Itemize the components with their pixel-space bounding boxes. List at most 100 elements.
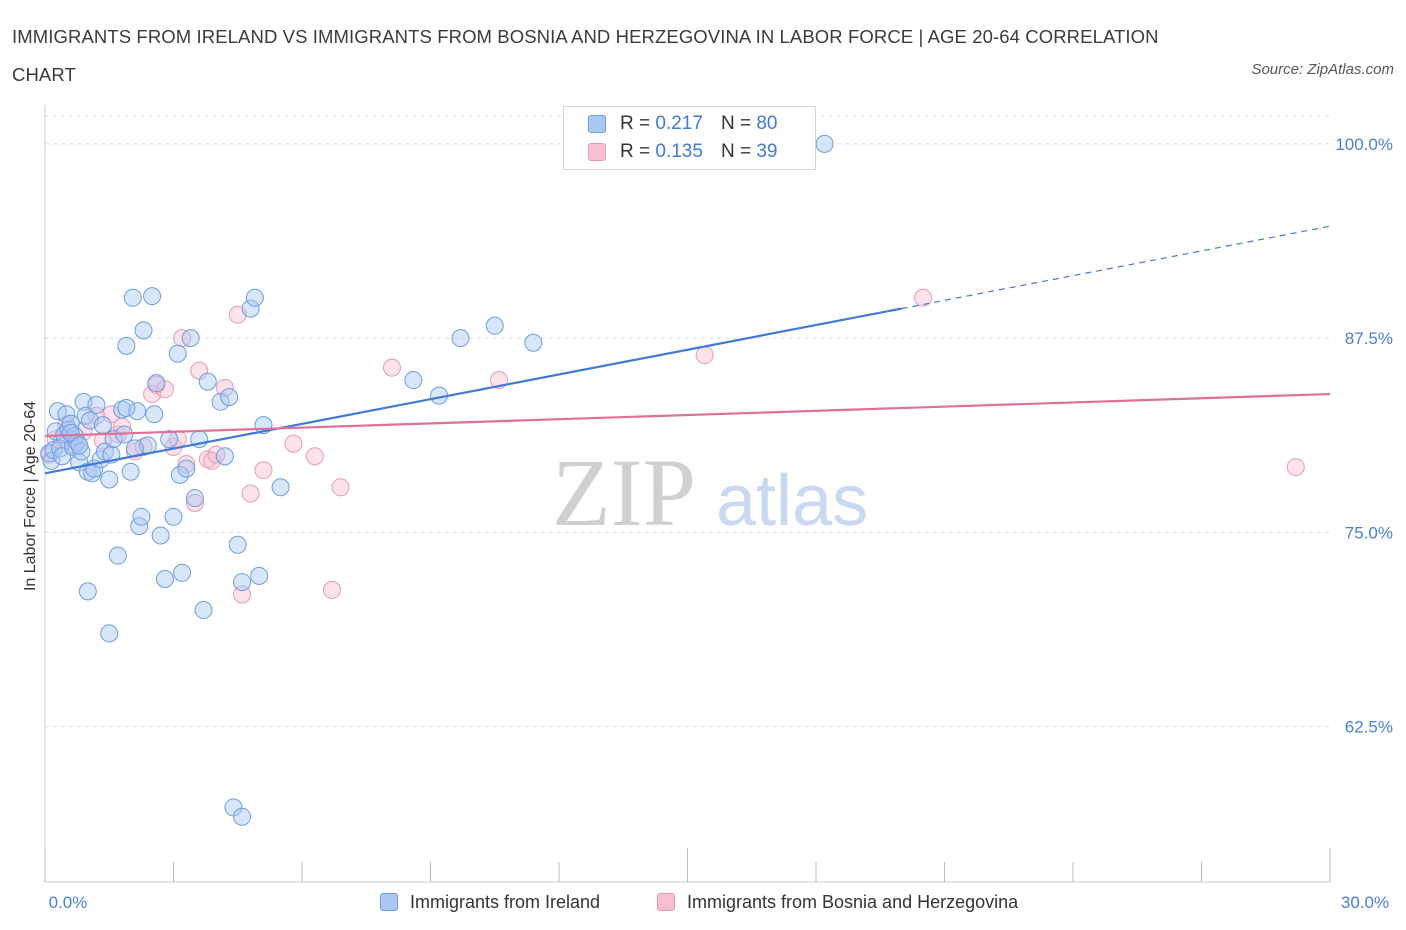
point-ireland: [108, 546, 127, 565]
point-bosnia: [215, 378, 234, 397]
point-ireland: [143, 287, 162, 306]
point-ireland: [271, 478, 290, 497]
legend-r-value-ireland: 0.217: [655, 113, 703, 134]
legend: R = 0.217 N = 80 R = 0.135 N = 39: [563, 106, 816, 170]
point-bosnia: [284, 434, 303, 453]
y-tick-label: 87.5%: [1345, 329, 1393, 348]
watermark-atlas: atlas: [716, 461, 868, 541]
tick-labels: 62.5% 75.0% 87.5% 100.0% 0.0% 30.0%: [49, 135, 1393, 912]
point-ireland: [485, 316, 504, 335]
legend-n-value-bosnia: 39: [756, 141, 778, 162]
bottom-legend-bosnia: Immigrants from Bosnia and Herzegovina: [657, 889, 1018, 915]
point-ireland: [100, 470, 119, 489]
legend-n-label: N =: [720, 141, 752, 162]
legend-n-label: N =: [720, 113, 752, 134]
point-bosnia: [185, 493, 204, 512]
point-bosnia: [305, 447, 324, 466]
point-ireland: [70, 436, 89, 455]
point-ireland: [145, 405, 164, 424]
point-ireland: [100, 624, 119, 643]
point-ireland: [173, 563, 192, 582]
point-bosnia: [695, 346, 714, 365]
point-bosnia: [241, 484, 260, 503]
chart-source: Source: ZipAtlas.com: [1251, 61, 1394, 78]
point-ireland: [198, 372, 217, 391]
legend-r-label: R =: [620, 141, 651, 162]
point-ireland: [168, 344, 187, 363]
point-ireland: [93, 416, 112, 435]
point-ireland: [128, 402, 147, 421]
point-ireland: [815, 134, 834, 153]
y-tick-label: 75.0%: [1345, 523, 1393, 542]
point-ireland: [117, 336, 136, 355]
point-ireland: [121, 462, 140, 481]
bottom-legend-ireland: Immigrants from Ireland: [380, 889, 600, 915]
point-bosnia: [331, 478, 350, 497]
point-ireland: [42, 451, 61, 470]
axes: [44, 105, 1331, 883]
trend-lines: [44, 225, 1331, 475]
point-ireland: [211, 392, 230, 411]
point-bosnia: [914, 288, 933, 307]
point-ireland: [177, 459, 196, 478]
watermark-zip: ZIP: [552, 439, 696, 546]
point-ireland: [87, 395, 106, 414]
y-axis-label: In Labor Force | Age 20-64: [22, 401, 39, 591]
point-bosnia: [177, 454, 196, 473]
point-bosnia: [254, 461, 273, 480]
legend-row-bosnia: R = 0.135 N = 39: [588, 140, 777, 164]
point-ireland: [164, 507, 183, 526]
point-ireland: [215, 447, 234, 466]
legend-r-value-bosnia: 0.135: [655, 141, 703, 162]
point-ireland: [78, 582, 97, 601]
point-ireland: [147, 374, 166, 393]
y-tick-label: 62.5%: [1345, 718, 1393, 737]
bottom-legend-label-bosnia: Immigrants from Bosnia and Herzegovina: [687, 891, 1019, 912]
legend-swatch-bosnia: [588, 143, 606, 161]
legend-row-ireland: R = 0.217 N = 80: [588, 112, 777, 136]
point-bosnia: [233, 585, 252, 604]
chart-title: IMMIGRANTS FROM IRELAND VS IMMIGRANTS FR…: [12, 26, 1159, 85]
point-ireland: [160, 430, 179, 449]
legend-r-label: R =: [620, 113, 651, 134]
point-ireland: [155, 569, 174, 588]
point-ireland: [134, 321, 153, 340]
point-ireland: [185, 489, 204, 508]
x-tick-label: 30.0%: [1341, 893, 1389, 912]
legend-n-value-ireland: 80: [756, 113, 778, 134]
y-tick-label: 100.0%: [1335, 135, 1393, 154]
x-tick-label: 0.0%: [49, 893, 88, 912]
point-ireland: [404, 371, 423, 390]
point-ireland: [233, 573, 252, 592]
bottom-legend-swatch-ireland: [380, 893, 398, 911]
point-bosnia: [322, 580, 341, 599]
trend-ireland-extension: [901, 225, 1331, 310]
point-ireland: [524, 333, 543, 352]
point-ireland: [57, 405, 76, 424]
trend-bosnia: [44, 392, 1331, 438]
trend-ireland: [44, 307, 902, 475]
point-bosnia: [87, 406, 106, 425]
point-ireland: [233, 807, 252, 826]
point-ireland: [68, 433, 87, 452]
point-ireland: [132, 507, 151, 526]
grid-lines: [45, 115, 1330, 728]
bottom-legend-swatch-bosnia: [657, 893, 675, 911]
point-ireland: [151, 526, 170, 545]
point-ireland: [451, 329, 470, 348]
point-bosnia: [382, 358, 401, 377]
series-ireland-points: [40, 134, 834, 826]
point-ireland: [117, 399, 136, 418]
point-ireland: [228, 535, 247, 554]
point-ireland: [61, 423, 80, 442]
point-bosnia: [1286, 458, 1305, 477]
bottom-legend-label-ireland: Immigrants from Ireland: [410, 891, 601, 912]
point-ireland: [220, 388, 239, 407]
point-ireland: [123, 288, 142, 307]
point-ireland: [250, 566, 269, 585]
point-ireland: [241, 299, 260, 318]
point-ireland: [245, 288, 264, 307]
legend-swatch-ireland: [588, 115, 606, 133]
point-ireland: [194, 601, 213, 620]
